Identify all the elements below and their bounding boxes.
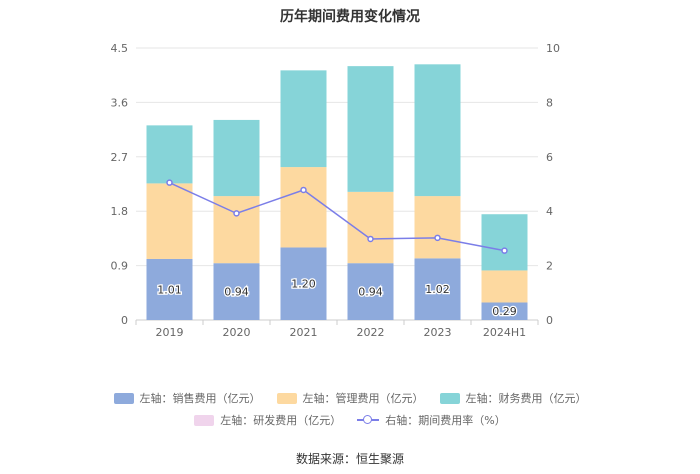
expense-ratio-point bbox=[166, 179, 173, 186]
bar-data-label: 0.29 bbox=[492, 305, 517, 318]
left-tick-label: 3.6 bbox=[111, 96, 129, 109]
x-tick-label: 2024H1 bbox=[483, 326, 526, 339]
right-tick-label: 4 bbox=[546, 205, 553, 218]
left-tick-label: 4.5 bbox=[111, 42, 129, 55]
legend-swatch-finance bbox=[439, 392, 460, 404]
legend-item-sales[interactable]: 左轴：销售费用（亿元） bbox=[113, 390, 261, 406]
bar-data-label: 0.94 bbox=[224, 286, 249, 299]
legend-label-rnd: 左轴：研发费用（亿元） bbox=[220, 414, 342, 427]
right-tick-label: 2 bbox=[546, 260, 553, 273]
chart-title: 历年期间费用变化情况 bbox=[280, 9, 420, 25]
bar-segment bbox=[414, 196, 461, 259]
left-tick-label: 0.9 bbox=[111, 260, 129, 273]
bar-segment bbox=[280, 167, 327, 248]
expense-ratio-point bbox=[233, 210, 240, 217]
right-tick-label: 10 bbox=[546, 42, 560, 55]
bar-segment bbox=[481, 214, 528, 271]
x-tick-label: 2019 bbox=[156, 326, 184, 339]
bar-segment bbox=[280, 70, 327, 168]
expense-ratio-point bbox=[501, 247, 508, 254]
expense-ratio-point bbox=[434, 234, 441, 242]
expense-ratio-point bbox=[367, 235, 374, 243]
legend-item-admin[interactable]: 左轴：管理费用（亿元） bbox=[276, 390, 424, 406]
right-tick-label: 0 bbox=[546, 314, 553, 327]
bar-segment bbox=[414, 64, 461, 197]
expense-ratio-line bbox=[169, 181, 505, 252]
legend-label-admin: 左轴：管理费用（亿元） bbox=[302, 392, 424, 405]
x-tick-label: 2020 bbox=[223, 326, 251, 339]
legend-label-expense-ratio: 右轴：期间费用率（%） bbox=[385, 414, 506, 427]
bar-data-label: 1.02 bbox=[425, 283, 450, 296]
bar-segment bbox=[347, 263, 394, 320]
chart-canvas: 0 0.9 1.8 2.7 3.6 4.5 0 2 4 6 8 10 2019 2020 2021 2022 2… bbox=[111, 42, 561, 339]
legend-swatch-admin bbox=[276, 392, 297, 404]
legend: 左轴：销售费用（亿元） 左轴：管理费用（亿元） 左轴：财务费用（亿元） 左轴：研… bbox=[0, 388, 700, 432]
right-tick-label: 8 bbox=[546, 96, 553, 109]
data-source: 数据来源：恒生聚源 bbox=[295, 452, 404, 466]
right-tick-label: 6 bbox=[546, 151, 553, 164]
left-tick-label: 0 bbox=[121, 314, 128, 327]
bar-data-label: 1.20 bbox=[291, 278, 316, 291]
bar-segment bbox=[213, 119, 260, 197]
x-tick-label: 2021 bbox=[290, 326, 318, 339]
x-tick-label: 2022 bbox=[357, 326, 385, 339]
bar-segment bbox=[146, 183, 193, 259]
bar-segment bbox=[280, 247, 327, 320]
bar-segment bbox=[414, 258, 461, 320]
bar-segment bbox=[146, 258, 193, 320]
expense-ratio-point bbox=[300, 186, 307, 194]
legend-item-finance[interactable]: 左轴：财务费用（亿元） bbox=[439, 390, 587, 406]
bar-data-label: 0.94 bbox=[358, 286, 383, 299]
bar-segment bbox=[347, 66, 394, 192]
legend-line-icon bbox=[357, 414, 380, 426]
legend-label-sales: 左轴：销售费用（亿元） bbox=[139, 392, 261, 405]
bar-segment bbox=[481, 302, 528, 320]
legend-item-expense-ratio[interactable]: 右轴：期间费用率（%） bbox=[357, 412, 506, 428]
left-tick-label: 1.8 bbox=[111, 205, 129, 218]
bar-segment bbox=[481, 270, 528, 303]
legend-swatch-rnd bbox=[194, 414, 215, 426]
x-tick-label: 2023 bbox=[424, 326, 452, 339]
left-tick-label: 2.7 bbox=[111, 151, 129, 164]
bar-data-label: 1.01 bbox=[157, 283, 182, 296]
legend-label-finance: 左轴：财务费用（亿元） bbox=[465, 392, 587, 405]
bar-segment bbox=[146, 125, 193, 184]
legend-item-rnd[interactable]: 左轴：研发费用（亿元） bbox=[194, 412, 341, 428]
bar-segment bbox=[213, 263, 260, 320]
legend-swatch-sales bbox=[113, 392, 134, 404]
